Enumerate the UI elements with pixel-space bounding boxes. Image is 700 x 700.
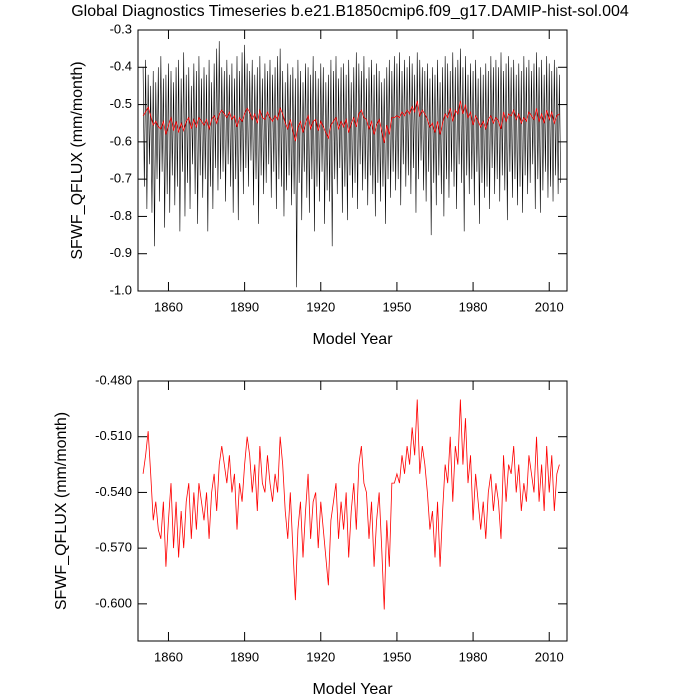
x-tick-label: 2010	[535, 649, 564, 664]
y-tick-label: -0.540	[95, 484, 132, 499]
x-tick-label: 1890	[230, 649, 259, 664]
y-tick-label: -0.4	[110, 59, 132, 74]
y-axis-label: SFWF_QFLUX (mm/month)	[53, 412, 70, 610]
chart-title: Global Diagnostics Timeseries b.e21.B185…	[71, 3, 629, 20]
y-tick-label: -0.9	[110, 245, 132, 260]
y-tick-label: -0.600	[95, 595, 132, 610]
y-tick-label: -0.5	[110, 96, 132, 111]
y-tick-label: -0.510	[95, 428, 132, 443]
y-tick-label: -0.8	[110, 208, 132, 223]
x-tick-label: 1920	[306, 649, 335, 664]
x-tick-label: 1950	[382, 299, 411, 314]
plot-frame	[137, 29, 568, 292]
x-tick-label: 1920	[306, 299, 335, 314]
plot-frame	[137, 380, 568, 642]
y-tick-label: -1.0	[110, 282, 132, 297]
data-line	[142, 100, 560, 144]
y-tick-label: -0.7	[110, 171, 132, 186]
x-tick-label: 1860	[154, 649, 183, 664]
x-axis-label: Model Year	[312, 331, 393, 348]
y-tick-label: -0.6	[110, 133, 132, 148]
x-tick-label: 1980	[459, 649, 488, 664]
y-axis-label: SFWF_QFLUX (mm/month)	[69, 61, 86, 259]
data-line	[142, 41, 561, 288]
x-axis-label: Model Year	[312, 681, 393, 698]
x-tick-label: 1860	[154, 299, 183, 314]
x-tick-label: 2010	[535, 299, 564, 314]
x-tick-label: 1950	[382, 649, 411, 664]
y-tick-label: -0.480	[95, 372, 132, 387]
y-tick-label: -0.3	[110, 21, 132, 36]
y-tick-label: -0.570	[95, 540, 132, 555]
x-tick-label: 1980	[459, 299, 488, 314]
x-tick-label: 1890	[230, 299, 259, 314]
data-line	[142, 399, 560, 610]
